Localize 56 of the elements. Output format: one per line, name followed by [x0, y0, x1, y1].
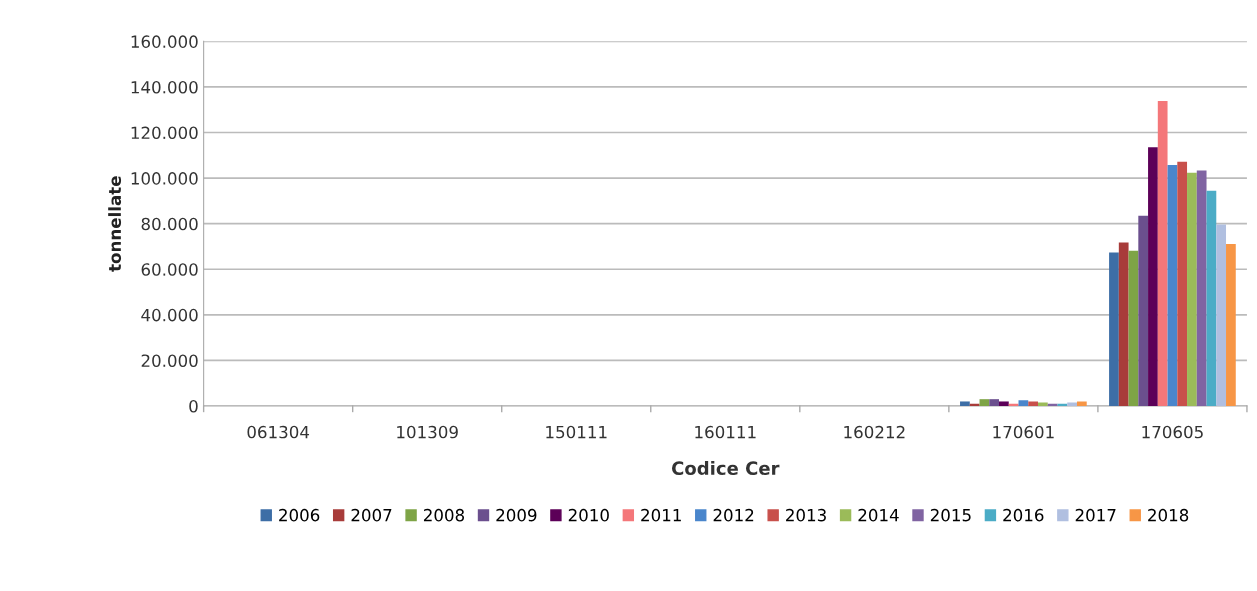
legend-label: 2012 [713, 508, 754, 522]
legend-label: 2013 [786, 508, 826, 522]
bar [1028, 401, 1038, 407]
bar [1148, 147, 1158, 407]
y-tick-label: 100.000 [131, 172, 198, 185]
x-tick-label: 170601 [993, 425, 1054, 439]
bar [1216, 224, 1227, 407]
legend-label: 2014 [858, 508, 899, 522]
bar [979, 399, 990, 407]
y-tick-label: 0 [189, 399, 198, 413]
x-tick-label: 061304 [247, 425, 310, 439]
x-axis-title: Codice Cer [671, 461, 780, 476]
bar [989, 399, 1000, 407]
bar [1187, 172, 1197, 407]
bar [960, 401, 970, 407]
x-tick-label: 160212 [844, 425, 905, 439]
bar [1226, 243, 1236, 407]
bar [1177, 161, 1188, 407]
legend-label: 2010 [568, 508, 609, 522]
bar [999, 401, 1009, 407]
bar [1206, 190, 1217, 407]
legend-label: 2008 [423, 508, 465, 522]
y-tick-label: 140.000 [131, 80, 198, 94]
bar [1018, 400, 1029, 407]
y-axis-title: tonnellate [108, 176, 122, 272]
legend-label: 2007 [351, 508, 392, 522]
legend-label: 2018 [1148, 508, 1189, 522]
x-tick-label: 170605 [1142, 425, 1203, 439]
legend-label: 2015 [930, 508, 971, 522]
y-tick-label: 160.000 [131, 35, 198, 48]
y-tick-label: 60.000 [141, 263, 198, 276]
x-tick-label: 150111 [546, 425, 607, 439]
bar [1157, 101, 1168, 407]
bar [1067, 402, 1077, 407]
bar [1076, 401, 1087, 407]
legend-label: 2006 [279, 508, 320, 522]
bar [1109, 252, 1119, 407]
y-tick-label: 40.000 [141, 308, 198, 322]
legend-label: 2009 [496, 508, 537, 522]
y-tick-label: 120.000 [131, 126, 198, 140]
bar [1008, 403, 1019, 407]
legend-label: 2016 [1003, 508, 1044, 522]
legend-label: 2017 [1075, 508, 1116, 522]
bar [1128, 250, 1139, 407]
y-tick-label: 80.000 [141, 217, 198, 231]
x-tick-label: 160111 [695, 425, 756, 439]
bar [1038, 402, 1048, 407]
bar [1118, 242, 1129, 407]
legend-label: 2011 [641, 508, 681, 522]
bar [1167, 164, 1178, 407]
x-tick-label: 101309 [397, 425, 458, 439]
bar [1196, 170, 1207, 407]
bar [1057, 403, 1068, 407]
bar [1138, 215, 1149, 407]
y-tick-label: 20.000 [141, 354, 198, 368]
bar [969, 403, 980, 407]
